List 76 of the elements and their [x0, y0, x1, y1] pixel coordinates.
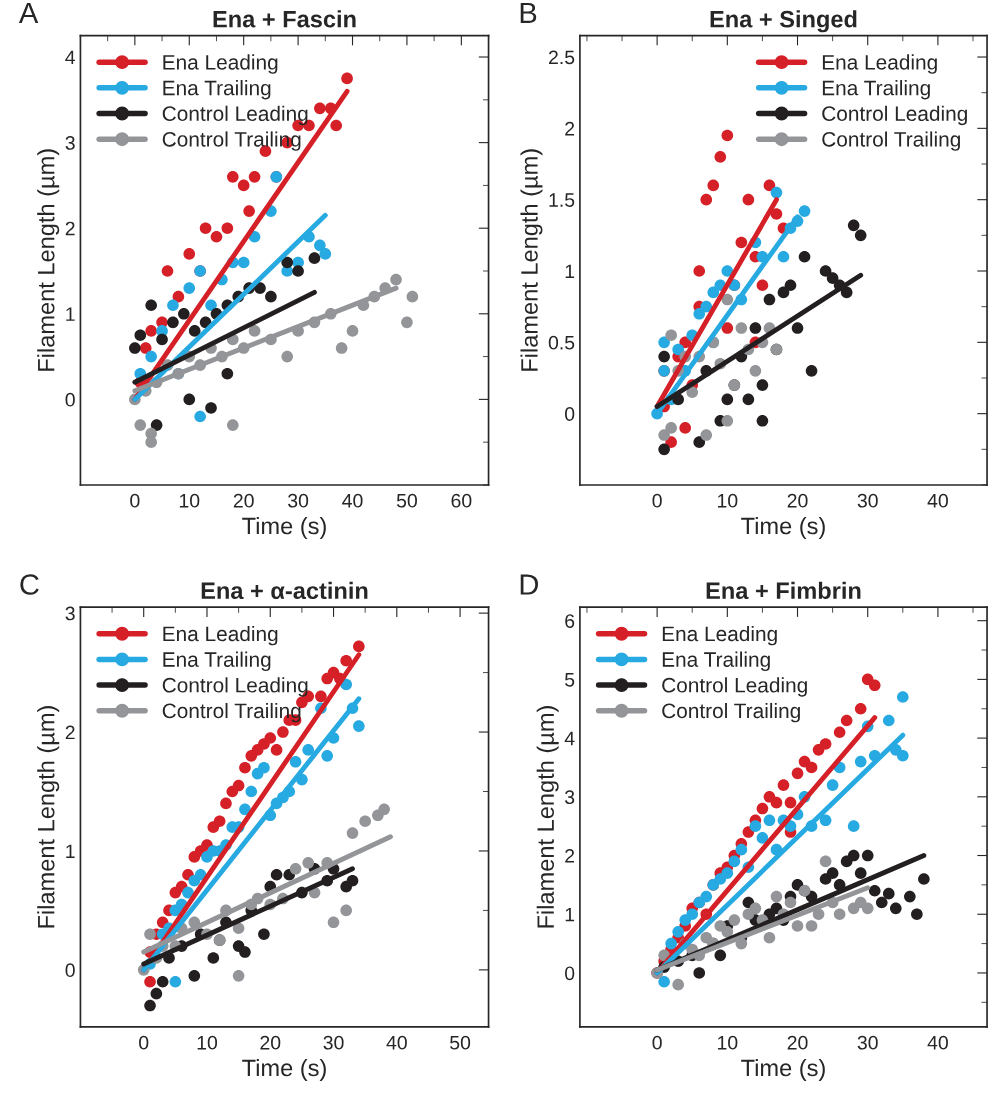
- chart-title: Ena + Fascin: [213, 10, 356, 28]
- legend-label: Control Leading: [162, 677, 308, 697]
- legend-label: Control Trailing: [162, 702, 301, 723]
- x-tick-label: 20: [787, 493, 808, 508]
- x-axis-title: Time (s): [741, 516, 825, 539]
- legend-label: Ena Leading: [163, 54, 278, 74]
- x-tick-label: 10: [717, 493, 738, 508]
- y-tick-label: 2: [565, 121, 575, 136]
- x-tick-label: 30: [857, 1035, 878, 1050]
- x-axis-title: Time (s): [242, 516, 326, 539]
- chart-title: Ena + Singed: [710, 10, 857, 33]
- y-tick-label: 6: [565, 614, 575, 628]
- legend-label: Control Leading: [822, 105, 967, 126]
- x-tick-label: 40: [927, 1035, 948, 1050]
- legend-label: Ena Leading: [822, 54, 937, 74]
- y-tick-label: 0.5: [548, 335, 575, 350]
- y-tick-label: 2: [65, 221, 75, 236]
- y-tick-label: 2.5: [549, 50, 575, 65]
- x-tick-label: 40: [386, 1035, 407, 1050]
- y-tick-label: 3: [65, 606, 75, 621]
- legend-label: Ena Trailing: [163, 80, 271, 100]
- x-tick-label: 10: [717, 1035, 738, 1050]
- y-tick-label: 0: [565, 966, 575, 981]
- legend-label: Ena Trailing: [163, 651, 271, 672]
- y-axis-title: Filament Length (µm): [37, 706, 60, 928]
- y-axis-title: Filament Length (µm): [536, 706, 559, 928]
- x-axis-title: Time (s): [741, 1058, 825, 1081]
- legend-label: Control Trailing: [822, 131, 960, 151]
- x-tick-label: 30: [288, 493, 309, 508]
- x-tick-label: 40: [927, 493, 948, 508]
- y-tick-label: 2: [65, 725, 75, 740]
- y-tick-label: 4: [65, 50, 75, 65]
- y-tick-label: 1: [66, 307, 75, 321]
- x-tick-label: 20: [233, 493, 254, 508]
- x-tick-label: 10: [197, 1035, 218, 1050]
- text: D: [520, 574, 539, 595]
- chart-title: Ena + Fimbrin: [706, 581, 861, 600]
- y-tick-label: 1: [565, 907, 575, 922]
- x-tick-label: 10: [179, 493, 200, 508]
- x-tick-label: 20: [260, 1035, 281, 1050]
- legend-label: Ena Trailing: [822, 80, 930, 100]
- legend-label: Control Leading: [162, 105, 308, 126]
- text: C: [20, 574, 39, 595]
- y-tick-label: 1: [565, 264, 575, 279]
- x-tick-label: 0: [652, 493, 662, 508]
- chart-title: Ena + α-actinin: [201, 581, 368, 600]
- x-tick-label: 60: [451, 493, 472, 508]
- y-tick-label: 1: [66, 844, 75, 858]
- y-tick-label: 0: [65, 963, 75, 978]
- legend-label: Control Trailing: [662, 702, 800, 723]
- y-tick-label: 1.5: [549, 193, 575, 207]
- y-tick-label: 5: [565, 673, 575, 687]
- x-tick-label: 0: [130, 493, 140, 508]
- y-tick-label: 3: [564, 790, 575, 805]
- legend-label: Ena Leading: [163, 625, 278, 646]
- x-axis-title: Time (s): [242, 1058, 326, 1081]
- x-tick-label: 30: [323, 1035, 344, 1050]
- x-tick-label: 40: [342, 493, 363, 508]
- x-tick-label: 20: [787, 1035, 808, 1050]
- legend-label: Control Leading: [662, 677, 807, 697]
- y-axis-title: Filament Length (µm): [37, 149, 60, 371]
- x-tick-label: 0: [652, 1035, 662, 1050]
- x-tick-label: 50: [450, 1035, 471, 1050]
- y-tick-label: 2: [565, 848, 575, 863]
- y-tick-label: 4: [564, 731, 575, 746]
- y-tick-label: 0: [565, 407, 575, 421]
- text: A: [18, 2, 39, 23]
- x-tick-label: 0: [139, 1035, 149, 1050]
- x-tick-label: 30: [857, 493, 878, 508]
- y-axis-title: Filament Length (µm): [520, 149, 543, 371]
- x-tick-label: 50: [396, 493, 417, 508]
- text: B: [520, 2, 537, 23]
- y-tick-label: 3: [65, 136, 75, 150]
- legend-label: Ena Trailing: [662, 651, 770, 672]
- legend-label: Ena Leading: [662, 625, 777, 646]
- y-tick-label: 0: [65, 392, 75, 407]
